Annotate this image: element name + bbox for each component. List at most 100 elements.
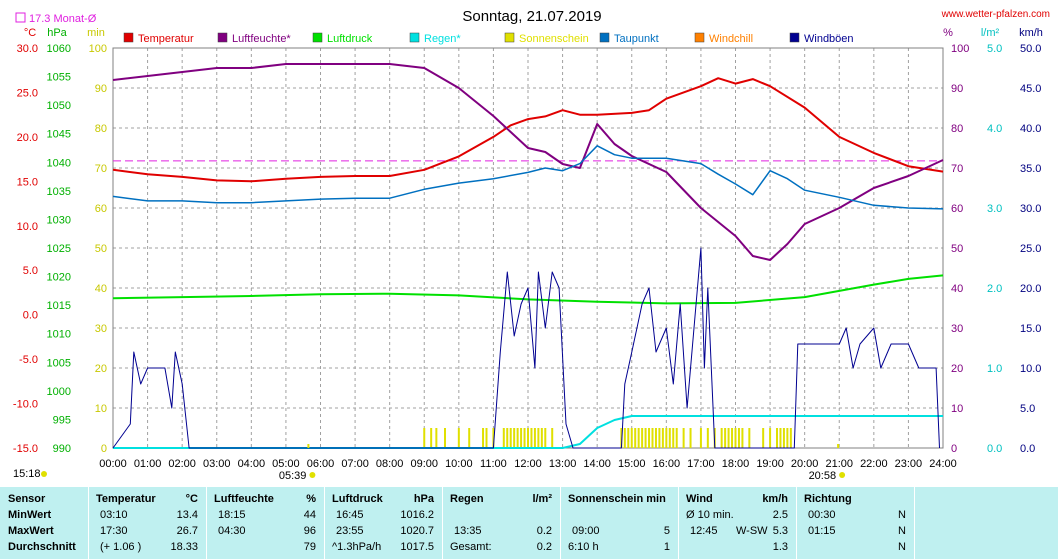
sunshine-bar [516,428,519,448]
sunshine-avg-value: 1 [663,541,670,553]
sunshine-bars [423,428,792,448]
pressure-tick-label: 1040 [47,157,71,169]
sunshine-bar [513,428,516,448]
wind-gust-line [112,247,940,449]
axis-labels: 30.0 25.0 20.0 15.0 10.0 5.0 0.0 -5.0 -10.0 -15.0… [13,27,1043,482]
weather-chart: 30.0 25.0 20.0 15.0 10.0 5.0 0.0 -5.0 -10.0 -15.0… [12,8,1050,482]
column-divider [442,487,443,559]
direction-max-value: N [898,525,906,537]
chart-title: Sonntag, 21.07.2019 [462,8,601,25]
x-tick-label: 20:00 [791,458,819,470]
wind-tick-label: 25.0 [1020,243,1041,255]
temperature-min-value: 13.4 [176,509,198,521]
wind-avg10-label: Ø 10 min. [686,509,734,521]
pressure-tick-label: 995 [53,414,71,426]
temperature-line [112,77,944,183]
sunshine-bar [675,428,678,448]
chart-grid [113,48,943,448]
sunshine-bar [651,428,654,448]
source-link[interactable]: www.wetter-pfalzen.com [941,9,1050,20]
sunshine-total-hours: 6:10 h [568,541,599,553]
minutes-tick-label: 20 [95,363,107,375]
legend-swatch [599,32,610,43]
direction-min-time: 00:30 [808,509,836,521]
direction-header: Richtung [804,493,852,505]
monthly-avg-label: 17.3 Monat-Ø [29,13,97,25]
temperature-avg-note: (+ 1.06 ) [100,541,142,553]
temperature-tick-label: 5.0 [23,265,38,277]
humidity-tick-label: 30 [951,323,963,335]
minutes-tick-label: 90 [95,83,107,95]
column-divider [88,487,89,559]
sunshine-bar [727,428,730,448]
sunshine-bar [527,428,529,448]
x-tick-label: 24:00 [929,458,957,470]
wind-max-value: 5.3 [772,525,788,537]
humidity-avg-value: 79 [303,541,316,553]
x-tick-label: 14:00 [583,458,611,470]
sunshine-bar [540,428,543,448]
pressure-unit: hPa [413,493,434,505]
sunshine-bar [620,428,623,448]
pressure-max-time: 23:55 [336,525,364,537]
x-tick-label: 13:00 [549,458,577,470]
sunshine-bar [492,428,495,448]
humidity-tick-label: 20 [951,363,963,375]
temperature-avg-value: 18.33 [170,541,198,553]
column-divider [324,487,325,559]
x-tick-label: 10:00 [445,458,473,470]
sunshine-bar [724,428,727,448]
wind-max-direction: W-SW [736,525,768,537]
rain-unit-label: l/m² [981,27,1000,39]
x-tick-label: 01:00 [134,458,162,470]
row-label-3: Durchschnitt [8,541,76,553]
x-tick-label: 19:00 [756,458,784,470]
minutes-tick-label: 70 [95,163,107,175]
minutes-tick-label: 10 [95,403,107,415]
wind-tick-label: 50.0 [1020,43,1041,55]
sunshine-bar [457,428,460,448]
humidity-tick-label: 40 [951,283,963,295]
wind-tick-label: 20.0 [1020,283,1041,295]
sunshine-bar [731,428,734,448]
x-tick-label: 18:00 [722,458,750,470]
humidity-tick-label: 60 [951,203,963,215]
sunshine-header: Sonnenschein min [568,493,666,505]
sunshine-bar [551,428,554,448]
pressure-tick-label: 1000 [47,386,71,398]
wind-tick-label: 0.0 [1020,443,1035,455]
rain-header: Regen [450,493,484,505]
pressure-tick-label: 1015 [47,300,71,312]
minutes-tick-label: 60 [95,203,107,215]
sunshine-bar [769,428,772,448]
monthly-avg-swatch [15,12,26,23]
sunshine-bar [706,428,709,448]
x-tick-label: 04:00 [238,458,266,470]
sunshine-bar [786,428,789,448]
wind-unit-label: km/h [1019,27,1043,39]
pressure-unit-label: hPa [47,27,67,39]
sun-hours-icon [41,471,47,477]
humidity-max-value: 96 [303,525,316,537]
legend-label: Taupunkt [614,33,659,45]
sunshine-bar [658,428,661,448]
sunshine-bar [523,428,526,448]
pressure-header: Luftdruck [332,493,383,505]
legend-swatch [409,32,420,43]
sunshine-bar [623,428,626,448]
humidity-min-value: 44 [303,509,316,521]
temperature-tick-label: 25.0 [17,87,38,99]
temperature-tick-label: -5.0 [19,354,38,366]
rain-tick-label: 4.0 [987,123,1002,135]
pressure-tick-label: 1050 [47,100,71,112]
sunshine-bar [630,428,633,448]
sunset-label: 20:58 [809,470,837,482]
sunshine-bar [430,428,433,448]
wind-tick-label: 35.0 [1020,163,1041,175]
x-tick-label: 00:00 [99,458,127,470]
temperature-unit: °C [185,493,198,505]
sunshine-bar [544,428,547,448]
pressure-line [112,274,944,305]
column-divider [914,487,915,559]
x-tick-label: 05:00 [272,458,300,470]
